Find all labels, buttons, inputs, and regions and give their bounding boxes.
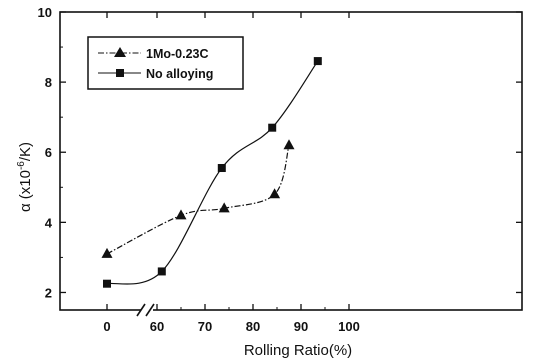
series-line-1mo [106,145,290,255]
legend-label-no-alloy: No alloying [146,67,213,81]
y-axis-title-main: α (x10 [17,170,34,212]
x-axis-break-mark [136,303,146,317]
y-tick-label: 10 [38,5,52,20]
y-tick-label: 4 [45,215,53,230]
data-point-no-alloy [268,123,277,132]
data-point-1mo [283,139,295,150]
x-tick-label: 60 [150,319,164,334]
y-axis-title-unit: /K) [17,142,34,161]
y-tick-label: 2 [45,285,52,300]
data-point-1mo [175,209,187,220]
data-point-no-alloy [157,267,166,276]
x-tick-label: 80 [246,319,260,334]
legend-marker-1mo [114,47,126,57]
y-tick-label: 8 [45,75,52,90]
legend-marker-no-alloy [116,69,124,77]
x-axis-break-mark [145,303,155,317]
legend: 1Mo-0.23C No alloying [87,36,244,90]
data-point-no-alloy [217,164,226,173]
y-axis-title: α (x10-6/K) [16,142,34,212]
legend-box [87,36,244,90]
data-point-no-alloy [103,279,111,288]
y-tick-label: 6 [45,145,52,160]
plot-frame [59,11,523,311]
legend-label-1mo: 1Mo-0.23C [146,47,209,61]
data-point-1mo [101,247,113,258]
x-tick-label: 0 [103,319,110,334]
x-tick-label: 100 [338,319,360,334]
x-tick-label: 70 [198,319,212,334]
data-point-no-alloy [313,57,322,66]
x-tick-label: 90 [294,319,308,334]
y-axis-title-exponent: -6 [16,161,27,170]
data-point-1mo [269,188,281,199]
series-line-no-alloy [106,60,319,285]
x-axis-title: Rolling Ratio(%) [244,342,352,359]
data-point-1mo [218,202,230,213]
